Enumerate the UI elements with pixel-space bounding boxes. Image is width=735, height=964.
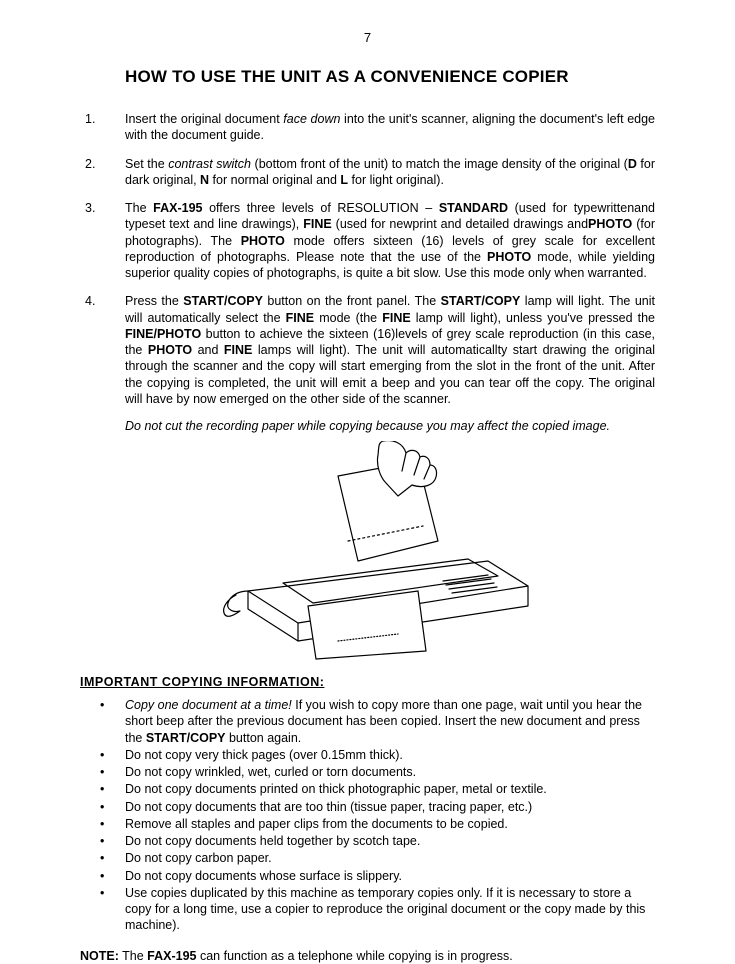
page-title: HOW TO USE THE UNIT AS A CONVENIENCE COP…: [125, 67, 655, 87]
bullet-item: Do not copy wrinkled, wet, curled or tor…: [80, 764, 655, 780]
bullet-item: Do not copy documents whose surface is s…: [80, 868, 655, 884]
note-label: NOTE:: [80, 949, 119, 963]
bullet-item: Remove all staples and paper clips from …: [80, 816, 655, 832]
note-line: NOTE: The FAX-195 can function as a tele…: [80, 948, 655, 964]
bullet-item: Use copies duplicated by this machine as…: [80, 885, 655, 934]
important-heading: IMPORTANT COPYING INFORMATION:: [80, 675, 655, 689]
bullet-item: Copy one document at a time! If you wish…: [80, 697, 655, 746]
step-item: Set the contrast switch (bottom front of…: [80, 156, 655, 189]
bullet-item: Do not copy documents printed on thick p…: [80, 781, 655, 797]
bullet-item: Do not copy very thick pages (over 0.15m…: [80, 747, 655, 763]
italic-warning: Do not cut the recording paper while cop…: [125, 419, 655, 433]
document-page: 7 HOW TO USE THE UNIT AS A CONVENIENCE C…: [0, 0, 735, 954]
fax-machine-illustration: [188, 441, 548, 661]
note-body: The FAX-195 can function as a telephone …: [119, 949, 513, 963]
step-item: Insert the original document face down i…: [80, 111, 655, 144]
step-item: Press the START/COPY button on the front…: [80, 293, 655, 407]
step-item: The FAX-195 offers three levels of RESOL…: [80, 200, 655, 281]
page-number: 7: [80, 30, 655, 45]
bullet-item: Do not copy carbon paper.: [80, 850, 655, 866]
bullet-item: Do not copy documents that are too thin …: [80, 799, 655, 815]
bullets-list: Copy one document at a time! If you wish…: [80, 697, 655, 934]
steps-list: Insert the original document face down i…: [80, 111, 655, 407]
bullet-item: Do not copy documents held together by s…: [80, 833, 655, 849]
